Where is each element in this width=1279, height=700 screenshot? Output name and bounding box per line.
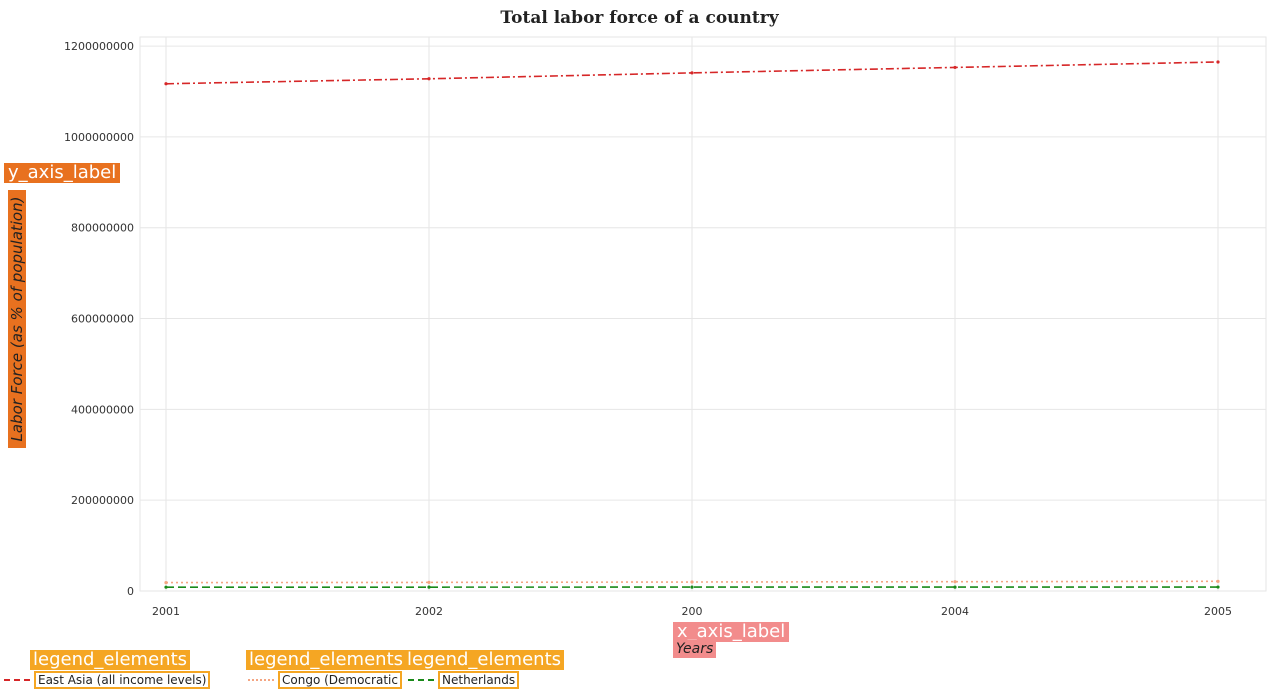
legend-placeholder-3: legend_elements — [404, 650, 565, 670]
y-tick-label: 600000000 — [71, 313, 134, 326]
legend-label-congo: Congo (Democratic — [278, 671, 402, 689]
legend-swatch-east-asia — [4, 679, 30, 681]
x-tick-label: 200 — [682, 605, 703, 618]
data-point-0-1 — [427, 77, 431, 81]
y-tick-label: 1200000000 — [64, 40, 134, 53]
legend-item-netherlands: Netherlands — [408, 670, 520, 690]
data-point-1-1 — [427, 580, 431, 584]
y-tick-label: 800000000 — [71, 222, 134, 235]
data-point-2-0 — [164, 585, 168, 589]
data-point-2-1 — [427, 585, 431, 589]
grid — [139, 36, 1267, 592]
x-tick-label: 2004 — [941, 605, 969, 618]
data-point-0-3 — [953, 65, 957, 70]
y-axis-placeholder: y_axis_label — [4, 163, 121, 183]
x-tick-label: 2005 — [1204, 605, 1232, 618]
plot-area — [139, 36, 1267, 592]
legend-placeholder-2: legend_elements — [246, 650, 407, 670]
data-point-0-0 — [164, 82, 168, 86]
series-lines — [164, 60, 1220, 589]
legend-label-east-asia: East Asia (all income levels) — [34, 671, 211, 689]
chart-title: Total labor force of a country — [500, 8, 779, 28]
x-axis-placeholder: x_axis_label — [673, 622, 790, 642]
x-axis-title: Years — [673, 640, 717, 658]
y-tick-label: 200000000 — [71, 494, 134, 507]
x-tick-label: 2002 — [415, 605, 443, 618]
legend-placeholder-1: legend_elements — [30, 650, 191, 670]
legend-item-east-asia: East Asia (all income levels) — [4, 670, 211, 690]
x-tick-label: 2001 — [152, 605, 180, 618]
data-point-2-3 — [953, 585, 957, 589]
y-axis-title-box: Labor Force (as % of population) — [8, 190, 26, 448]
y-tick-label: 0 — [127, 585, 134, 598]
data-point-0-4 — [1216, 60, 1220, 64]
data-point-1-3 — [953, 580, 957, 584]
data-point-1-0 — [164, 580, 168, 585]
y-tick-label: 400000000 — [71, 403, 134, 416]
legend-label-netherlands: Netherlands — [438, 671, 520, 689]
legend-swatch-netherlands — [408, 679, 434, 681]
data-point-2-2 — [690, 585, 694, 589]
data-point-1-2 — [690, 580, 694, 584]
y-axis-title: Labor Force (as % of population) — [8, 196, 26, 442]
y-tick-label: 1000000000 — [64, 131, 134, 144]
axes: 0 200000000 400000000 600000000 800000000 100… — [64, 40, 1232, 618]
legend-swatch-congo — [248, 679, 274, 681]
data-point-0-2 — [690, 71, 694, 75]
series-line-0 — [165, 61, 1219, 85]
data-point-1-4 — [1216, 579, 1220, 583]
data-point-2-4 — [1216, 585, 1220, 589]
legend-item-congo: Congo (Democratic — [248, 670, 402, 690]
